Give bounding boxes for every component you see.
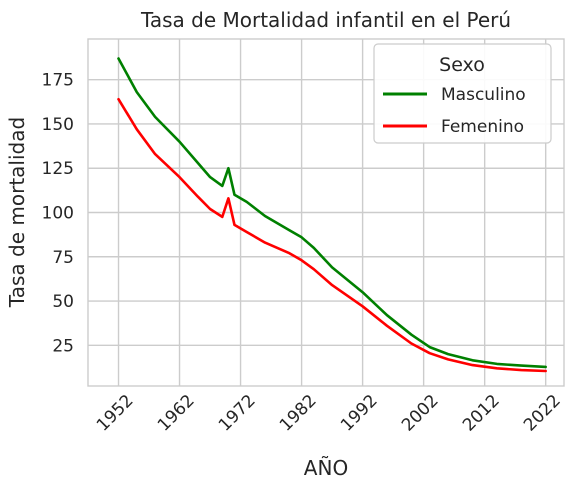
y-axis-title: Tasa de mortalidad [5, 117, 29, 308]
x-tick-label: 1982 [276, 391, 321, 436]
x-axis-title: AÑO [304, 456, 348, 480]
x-axis-ticks: 1952 1962 1972 1982 1992 2002 2012 2022 [93, 391, 565, 436]
legend: Sexo Masculino Femenino [373, 43, 552, 144]
legend-label-femenino: Femenino [441, 117, 524, 137]
y-tick-label: 50 [52, 292, 74, 312]
x-tick-label: 2012 [459, 391, 504, 436]
chart-title: Tasa de Mortalidad infantil en el Perú [140, 8, 511, 32]
legend-box [373, 43, 552, 144]
x-tick-label: 1952 [93, 391, 138, 436]
legend-title: Sexo [439, 54, 485, 76]
y-tick-label: 25 [52, 336, 74, 356]
y-tick-label: 75 [52, 248, 74, 268]
y-tick-label: 150 [42, 115, 74, 135]
x-tick-label: 2022 [520, 391, 565, 436]
y-tick-label: 125 [42, 159, 74, 179]
y-tick-label: 100 [42, 204, 74, 224]
x-tick-label: 1972 [215, 391, 260, 436]
y-axis-ticks: 25 50 75 100 125 150 175 [42, 71, 74, 357]
x-tick-label: 1962 [154, 391, 199, 436]
y-tick-label: 175 [42, 71, 74, 91]
x-tick-label: 2002 [398, 391, 443, 436]
series-lines [117, 57, 548, 373]
x-tick-label: 1992 [337, 391, 382, 436]
series-line-masculino [117, 57, 548, 369]
series-line-femenino [117, 97, 548, 373]
legend-label-masculino: Masculino [441, 85, 526, 105]
